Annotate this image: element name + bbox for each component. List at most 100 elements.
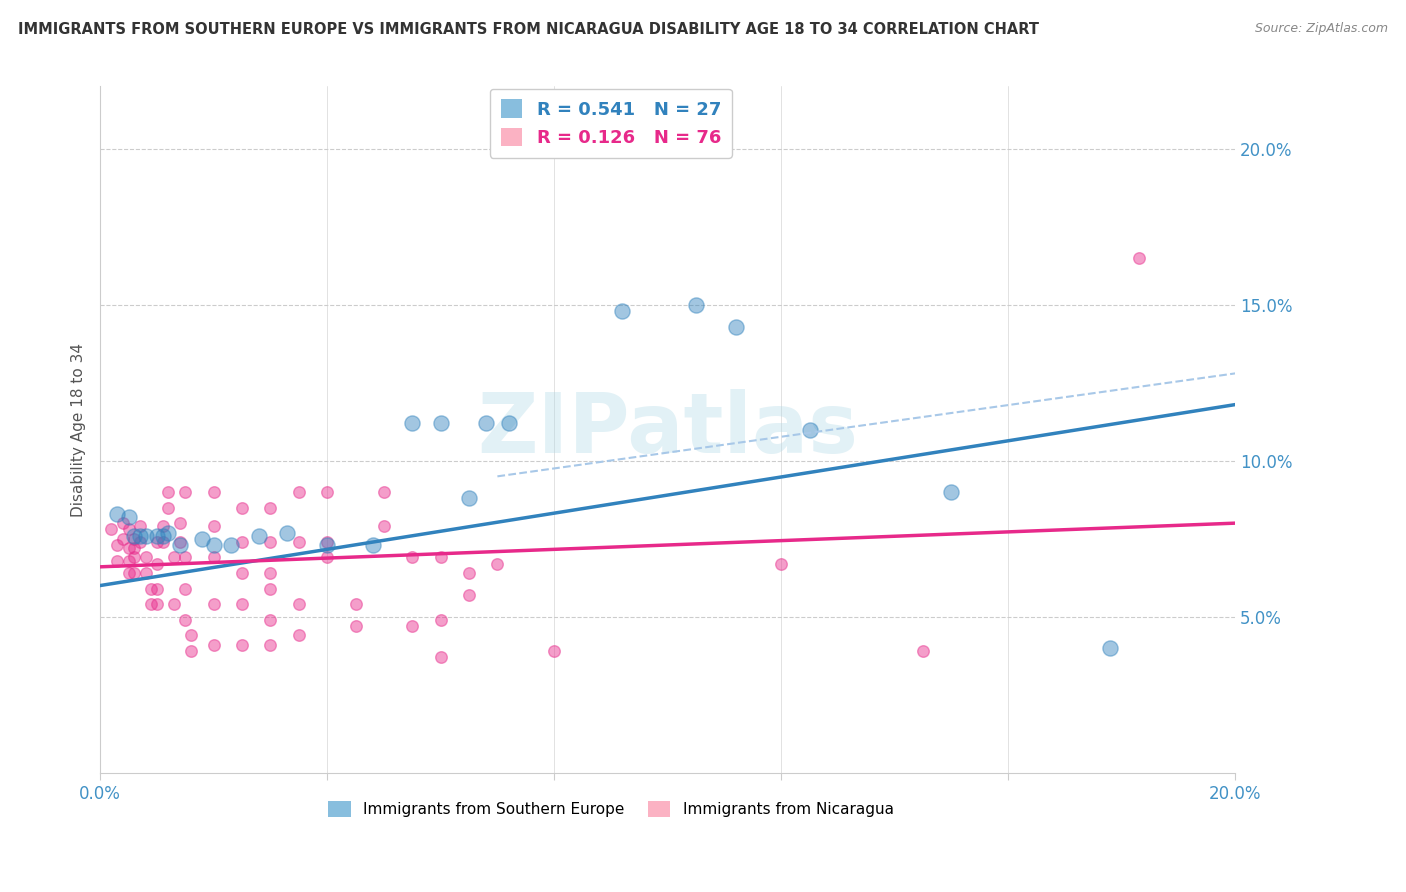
Point <box>316 485 339 500</box>
Point <box>111 516 134 530</box>
Point <box>373 519 395 533</box>
Point <box>231 500 253 515</box>
Point <box>247 528 270 542</box>
Point <box>180 644 202 658</box>
Point <box>429 650 451 665</box>
Text: Source: ZipAtlas.com: Source: ZipAtlas.com <box>1254 22 1388 36</box>
Point <box>122 528 145 542</box>
Point <box>122 550 145 565</box>
Point <box>941 485 963 500</box>
Point <box>475 417 498 431</box>
Point <box>169 538 191 552</box>
Point <box>202 485 225 500</box>
Point <box>191 532 214 546</box>
Text: IMMIGRANTS FROM SOUTHERN EUROPE VS IMMIGRANTS FROM NICARAGUA DISABILITY AGE 18 T: IMMIGRANTS FROM SOUTHERN EUROPE VS IMMIG… <box>18 22 1039 37</box>
Point <box>231 597 253 611</box>
Point <box>344 597 367 611</box>
Point <box>141 597 163 611</box>
Point <box>128 534 150 549</box>
Point <box>429 550 451 565</box>
Point <box>259 638 281 652</box>
Point <box>361 538 384 552</box>
Point <box>219 538 242 552</box>
Point <box>146 557 169 571</box>
Point <box>128 528 150 542</box>
Point <box>685 298 707 312</box>
Point <box>287 597 309 611</box>
Point <box>401 619 423 633</box>
Point <box>174 613 197 627</box>
Point <box>141 582 163 596</box>
Point <box>202 538 225 552</box>
Point <box>401 417 423 431</box>
Text: ZIPatlas: ZIPatlas <box>477 389 858 470</box>
Point <box>316 538 339 552</box>
Point <box>498 417 520 431</box>
Point <box>157 485 180 500</box>
Point <box>543 644 565 658</box>
Point <box>202 519 225 533</box>
Point <box>287 628 309 642</box>
Point <box>373 485 395 500</box>
Point <box>259 566 281 580</box>
Point <box>770 557 793 571</box>
Point <box>180 628 202 642</box>
Point <box>231 638 253 652</box>
Point <box>231 534 253 549</box>
Point <box>128 519 150 533</box>
Point <box>157 500 180 515</box>
Point <box>146 597 169 611</box>
Point <box>316 550 339 565</box>
Point <box>429 613 451 627</box>
Point <box>276 525 298 540</box>
Y-axis label: Disability Age 18 to 34: Disability Age 18 to 34 <box>72 343 86 516</box>
Point <box>169 534 191 549</box>
Point <box>1099 640 1122 655</box>
Point <box>135 528 157 542</box>
Point <box>724 319 747 334</box>
Point <box>135 550 157 565</box>
Point <box>117 541 139 555</box>
Point <box>146 534 169 549</box>
Point <box>100 522 122 536</box>
Point <box>259 582 281 596</box>
Point <box>458 566 481 580</box>
Point <box>163 550 186 565</box>
Point <box>105 538 128 552</box>
Point <box>117 566 139 580</box>
Point <box>105 507 128 521</box>
Point <box>117 522 139 536</box>
Point <box>157 525 180 540</box>
Point <box>117 509 139 524</box>
Point <box>202 638 225 652</box>
Point <box>458 588 481 602</box>
Point <box>122 541 145 555</box>
Point <box>135 566 157 580</box>
Point <box>146 528 169 542</box>
Point <box>117 553 139 567</box>
Legend: Immigrants from Southern Europe, Immigrants from Nicaragua: Immigrants from Southern Europe, Immigra… <box>322 796 900 823</box>
Point <box>316 534 339 549</box>
Point <box>202 597 225 611</box>
Point <box>122 566 145 580</box>
Point <box>111 532 134 546</box>
Point <box>912 644 935 658</box>
Point <box>259 613 281 627</box>
Point <box>287 485 309 500</box>
Point <box>344 619 367 633</box>
Point <box>287 534 309 549</box>
Point <box>799 423 821 437</box>
Point <box>486 557 509 571</box>
Point <box>174 582 197 596</box>
Point <box>231 566 253 580</box>
Point <box>105 553 128 567</box>
Point <box>122 532 145 546</box>
Point <box>152 528 174 542</box>
Point <box>612 304 634 318</box>
Point <box>174 550 197 565</box>
Point <box>202 550 225 565</box>
Point <box>163 597 186 611</box>
Point <box>169 516 191 530</box>
Point <box>259 534 281 549</box>
Point <box>152 534 174 549</box>
